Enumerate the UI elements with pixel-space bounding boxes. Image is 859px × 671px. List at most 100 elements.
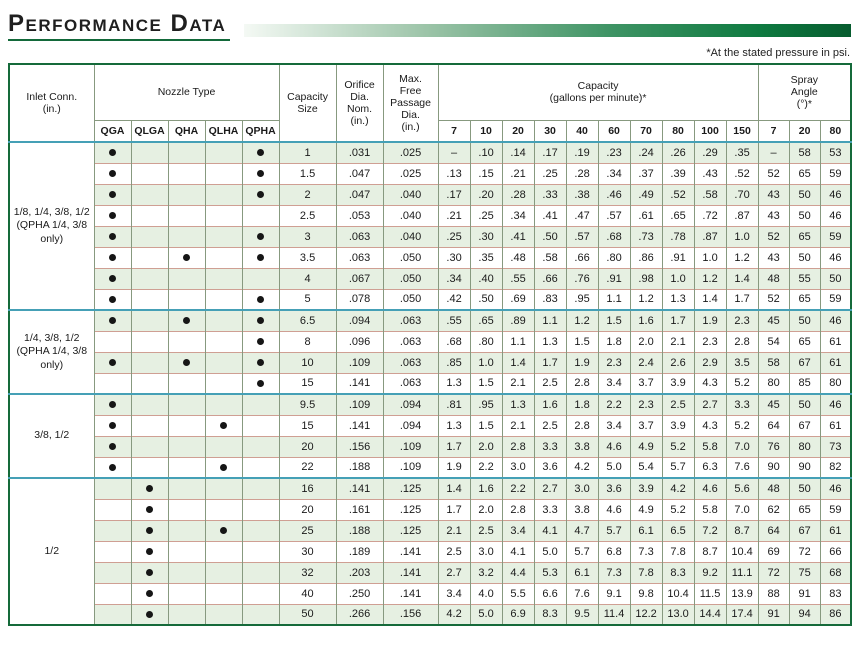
capacity-value-cell-100psi: 5.8: [693, 498, 727, 520]
orifice-dia-cell: .250: [335, 582, 384, 604]
orifice-dia-cell: .203: [335, 561, 384, 583]
max-free-passage-cell: .125: [382, 519, 439, 541]
table-row: 20.156.109 1.7 2.0 2.8 3.3 3.8 4.6 4.9 5.2 5.8 7.0…: [9, 435, 852, 457]
capacity-value-cell-20psi: .21: [501, 162, 535, 184]
capacity-value-cell-40psi: 9.5: [565, 603, 599, 625]
table-row: 22.188.109 1.9 2.2 3.0 3.6 4.2 5.0 5.4 5.7 6.3 7.6…: [9, 456, 852, 478]
nozzle-indicator-cell-qlha: [204, 330, 242, 352]
nozzle-dot: [109, 443, 116, 451]
capacity-value-cell-100psi: 2.3: [693, 330, 727, 352]
capacity-value-cell-60psi: 1.5: [597, 309, 631, 331]
nozzle-indicator-cell-qga: [93, 582, 131, 604]
capacity-value-cell-80psi: .52: [661, 183, 695, 205]
capacity-size-cell: 40: [278, 582, 337, 604]
capacity-value-cell-100psi: 1.4: [693, 288, 727, 310]
capacity-value-cell-20psi: 6.9: [501, 603, 535, 625]
spray-angle-cell-20psi: 50: [788, 309, 821, 331]
capacity-value-cell-100psi: 2.7: [693, 393, 727, 415]
capacity-value-cell-150psi: 5.2: [725, 414, 759, 436]
max-free-passage-cell: .040: [382, 225, 439, 247]
nozzle-dot: [109, 191, 116, 199]
nozzle-indicator-cell-qga: [93, 141, 131, 163]
capacity-value-cell-10psi: .25: [469, 204, 503, 226]
nozzle-indicator-cell-qpha: [241, 372, 280, 394]
capacity-size-cell: 2.5: [278, 204, 337, 226]
capacity-value-cell-30psi: 2.5: [533, 414, 567, 436]
nozzle-dot: [257, 149, 265, 157]
orifice-dia-cell: .266: [335, 603, 384, 625]
capacity-value-cell-150psi: 2.8: [725, 330, 759, 352]
nozzle-indicator-cell-qlga: [130, 246, 168, 268]
orifice-dia-cell: .063: [335, 225, 384, 247]
capacity-value-cell-20psi: .41: [501, 225, 535, 247]
spray-angle-cell-20psi: 65: [788, 498, 821, 520]
col-header-capacity-size: Capacity Size: [278, 63, 337, 142]
nozzle-dot: [109, 422, 116, 430]
orifice-dia-cell: .188: [335, 456, 384, 478]
capacity-value-cell-150psi: 3.5: [725, 351, 759, 373]
nozzle-indicator-cell-qga: [93, 393, 131, 415]
nozzle-dot: [257, 379, 265, 387]
capacity-value-cell-150psi: 5.2: [725, 372, 759, 394]
nozzle-indicator-cell-qlga: [130, 414, 168, 436]
capacity-value-cell-80psi: .65: [661, 204, 695, 226]
col-header-psi-100: 100: [693, 119, 727, 142]
capacity-value-cell-40psi: 3.0: [565, 477, 599, 499]
nozzle-indicator-cell-qpha: [241, 519, 280, 541]
table-row: 2.5.053.040.21.25.34.41.47.57.61.65.72.8…: [9, 204, 852, 226]
nozzle-indicator-cell-qga: [93, 162, 131, 184]
nozzle-dot: [109, 463, 116, 471]
capacity-value-cell-7psi: 1.7: [437, 498, 471, 520]
max-free-passage-cell: .040: [382, 204, 439, 226]
capacity-value-cell-100psi: .58: [693, 183, 727, 205]
capacity-value-cell-60psi: 5.0: [597, 456, 631, 478]
nozzle-indicator-cell-qlga: [130, 477, 168, 499]
capacity-value-cell-40psi: 2.8: [565, 414, 599, 436]
nozzle-indicator-cell-qha: [167, 141, 205, 163]
nozzle-indicator-cell-qpha: [241, 288, 280, 310]
capacity-value-cell-70psi: 3.7: [629, 372, 663, 394]
capacity-value-cell-7psi: 2.5: [437, 540, 471, 562]
col-header-spray-7: 7: [757, 119, 790, 142]
nozzle-dot: [109, 233, 116, 241]
table-row: 1/4, 3/8, 1/2 (QPHA 1/4, 3/8 only) 6.5.09…: [8, 309, 852, 394]
capacity-value-cell-20psi: 2.8: [501, 435, 535, 457]
capacity-value-cell-100psi: 4.3: [693, 372, 727, 394]
nozzle-dot: [109, 149, 116, 157]
spray-angle-cell-80psi: 82: [819, 456, 852, 478]
nozzle-indicator-cell-qlga: [130, 519, 168, 541]
nozzle-indicator-cell-qga: [93, 204, 131, 226]
capacity-value-cell-80psi: 7.8: [661, 540, 695, 562]
spray-angle-cell-20psi: 55: [788, 267, 821, 289]
nozzle-indicator-cell-qha: [167, 456, 205, 478]
capacity-value-cell-40psi: .38: [565, 183, 599, 205]
spray-angle-cell-20psi: 75: [788, 561, 821, 583]
capacity-size-cell: 22: [278, 456, 337, 478]
nozzle-indicator-cell-qga: [93, 477, 131, 499]
nozzle-indicator-cell-qlga: [130, 183, 168, 205]
capacity-value-cell-10psi: 4.0: [469, 582, 503, 604]
max-free-passage-cell: .094: [382, 393, 439, 415]
nozzle-indicator-cell-qlha: [204, 351, 242, 373]
orifice-dia-cell: .109: [335, 351, 384, 373]
spray-angle-cell-7psi: 48: [757, 267, 790, 289]
capacity-value-cell-70psi: 5.4: [629, 456, 663, 478]
nozzle-dot: [183, 254, 190, 262]
nozzle-indicator-cell-qpha: [241, 162, 280, 184]
nozzle-indicator-cell-qga: [93, 561, 131, 583]
capacity-value-cell-10psi: .10: [469, 141, 503, 163]
spray-angle-cell-7psi: 69: [757, 540, 790, 562]
capacity-value-cell-20psi: .28: [501, 183, 535, 205]
capacity-value-cell-70psi: 7.8: [629, 561, 663, 583]
nozzle-indicator-cell-qha: [167, 561, 205, 583]
capacity-value-cell-10psi: .15: [469, 162, 503, 184]
table-header: Inlet Conn. (in.) Nozzle Type Capacity S…: [8, 63, 852, 142]
capacity-value-cell-20psi: .48: [501, 246, 535, 268]
capacity-value-cell-60psi: 2.2: [597, 393, 631, 415]
capacity-value-cell-30psi: .58: [533, 246, 567, 268]
nozzle-indicator-cell-qpha: [241, 330, 280, 352]
spray-angle-cell-7psi: 54: [757, 330, 790, 352]
capacity-value-cell-20psi: .14: [501, 141, 535, 163]
capacity-value-cell-30psi: .17: [533, 141, 567, 163]
orifice-dia-cell: .067: [335, 267, 384, 289]
